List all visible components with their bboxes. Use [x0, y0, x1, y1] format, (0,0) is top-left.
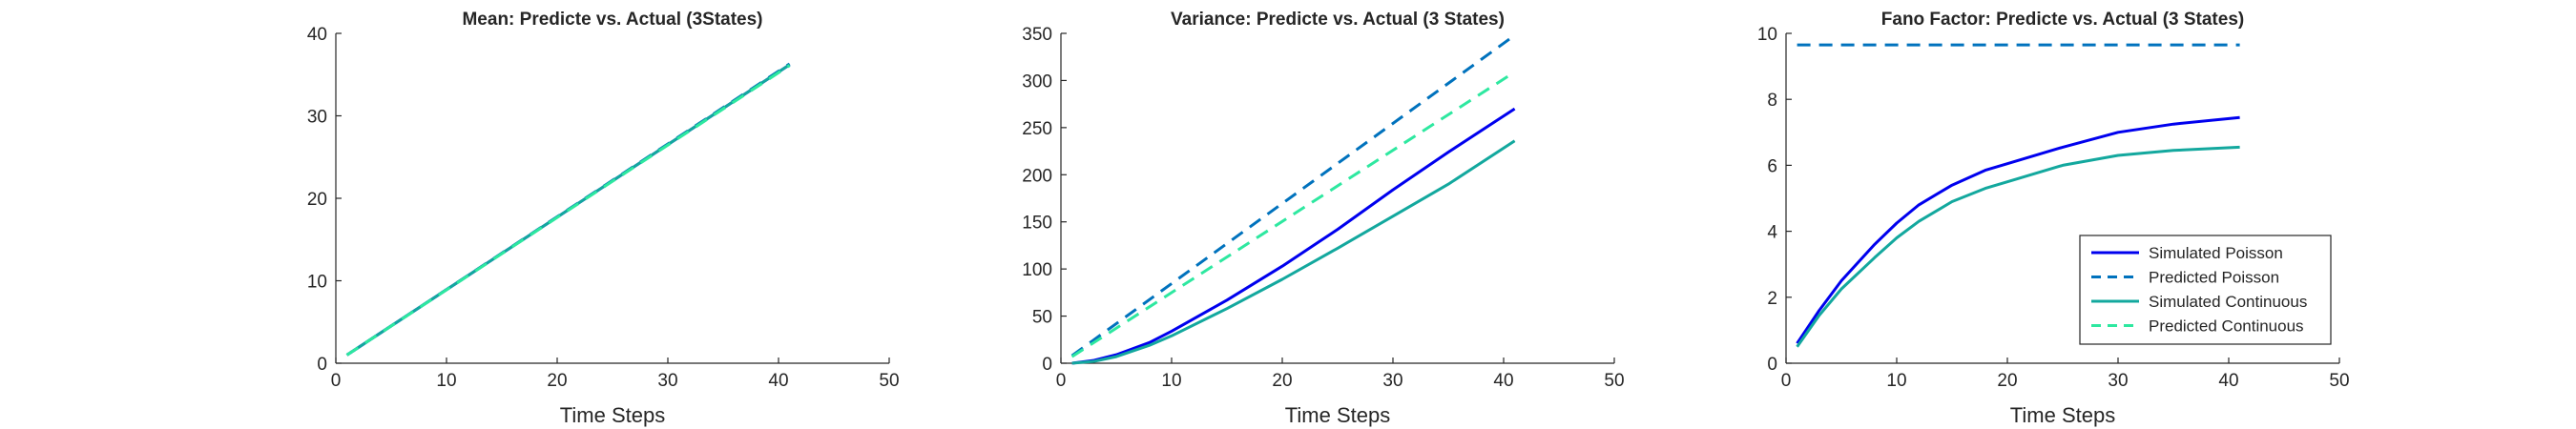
x-tick-label: 10: [436, 371, 456, 391]
x-tick-label: 0: [331, 371, 342, 391]
y-tick-label: 20: [307, 190, 327, 210]
legend-label: Predicted Continuous: [2149, 317, 2304, 336]
y-tick-label: 0: [317, 355, 327, 375]
chart-panel-1: 0 10 20 30 40 50 0 10 20 30 40 Mean: Predicte vs. A…: [307, 10, 900, 427]
series-line-4: [1070, 71, 1516, 358]
chart-panel-3: 0 10 20 30 40 50 0 2 4 6 8 10 Fano Factor: Predicte …: [1757, 10, 2350, 427]
y-tick-label: 30: [307, 108, 327, 128]
y-tick-label: 10: [1757, 25, 1777, 45]
series-line-3: [1071, 139, 1516, 365]
x-tick-label: 50: [2329, 371, 2349, 391]
x-axis-label: Time Steps: [1285, 403, 1390, 427]
y-tick-label: 6: [1767, 156, 1777, 176]
x-tick-label: 20: [1272, 371, 1292, 391]
x-tick-label: 10: [1886, 371, 1906, 391]
x-tick-label: 30: [1382, 371, 1402, 391]
y-tick-label: 200: [1022, 166, 1052, 186]
chart-panel-2: 0 10 20 30 40 50 0 50 100 150 200 250 300 350 Variance…: [1022, 10, 1624, 427]
y-tick-label: 10: [307, 273, 327, 293]
y-tick-label: 50: [1032, 308, 1052, 328]
y-tick-label: 40: [307, 25, 327, 45]
legend-label: Simulated Continuous: [2149, 293, 2307, 311]
series-line-2: [1070, 33, 1516, 358]
legend: Simulated Poisson Predicted Poisson Simula…: [2079, 235, 2332, 345]
series-line-1: [1071, 107, 1516, 365]
series-line-3: [1796, 145, 2240, 348]
x-tick-label: 40: [2218, 371, 2238, 391]
y-tick-label: 350: [1022, 25, 1052, 45]
x-tick-label: 0: [1056, 371, 1067, 391]
x-tick-label: 40: [768, 371, 788, 391]
x-tick-label: 50: [879, 371, 899, 391]
chart-title: Mean: Predicte vs. Actual (3States): [462, 10, 762, 30]
chart-title: Variance: Predicte vs. Actual (3 States): [1171, 10, 1505, 30]
x-tick-label: 30: [657, 371, 677, 391]
x-tick-label: 40: [1493, 371, 1513, 391]
y-tick-label: 4: [1767, 223, 1777, 243]
x-tick-label: 10: [1161, 371, 1181, 391]
x-tick-label: 20: [547, 371, 567, 391]
x-tick-label: 50: [1604, 371, 1624, 391]
y-tick-label: 0: [1042, 355, 1052, 375]
x-tick-label: 30: [2108, 371, 2128, 391]
y-tick-label: 0: [1767, 355, 1777, 375]
series-line-4: [345, 64, 791, 357]
y-tick-label: 2: [1767, 289, 1777, 309]
series-line-1: [1796, 115, 2240, 345]
x-tick-label: 0: [1781, 371, 1792, 391]
chart-title: Fano Factor: Predicte vs. Actual (3 Stat…: [1881, 10, 2244, 30]
y-tick-label: 100: [1022, 260, 1052, 280]
x-axis-label: Time Steps: [560, 403, 665, 427]
legend-label: Simulated Poisson: [2149, 244, 2283, 262]
y-tick-label: 250: [1022, 119, 1052, 139]
y-tick-label: 150: [1022, 214, 1052, 234]
y-tick-label: 300: [1022, 72, 1052, 92]
legend-label: Predicted Poisson: [2149, 269, 2279, 287]
y-tick-label: 8: [1767, 91, 1777, 111]
x-tick-label: 20: [1997, 371, 2017, 391]
x-axis-label: Time Steps: [2010, 403, 2115, 427]
